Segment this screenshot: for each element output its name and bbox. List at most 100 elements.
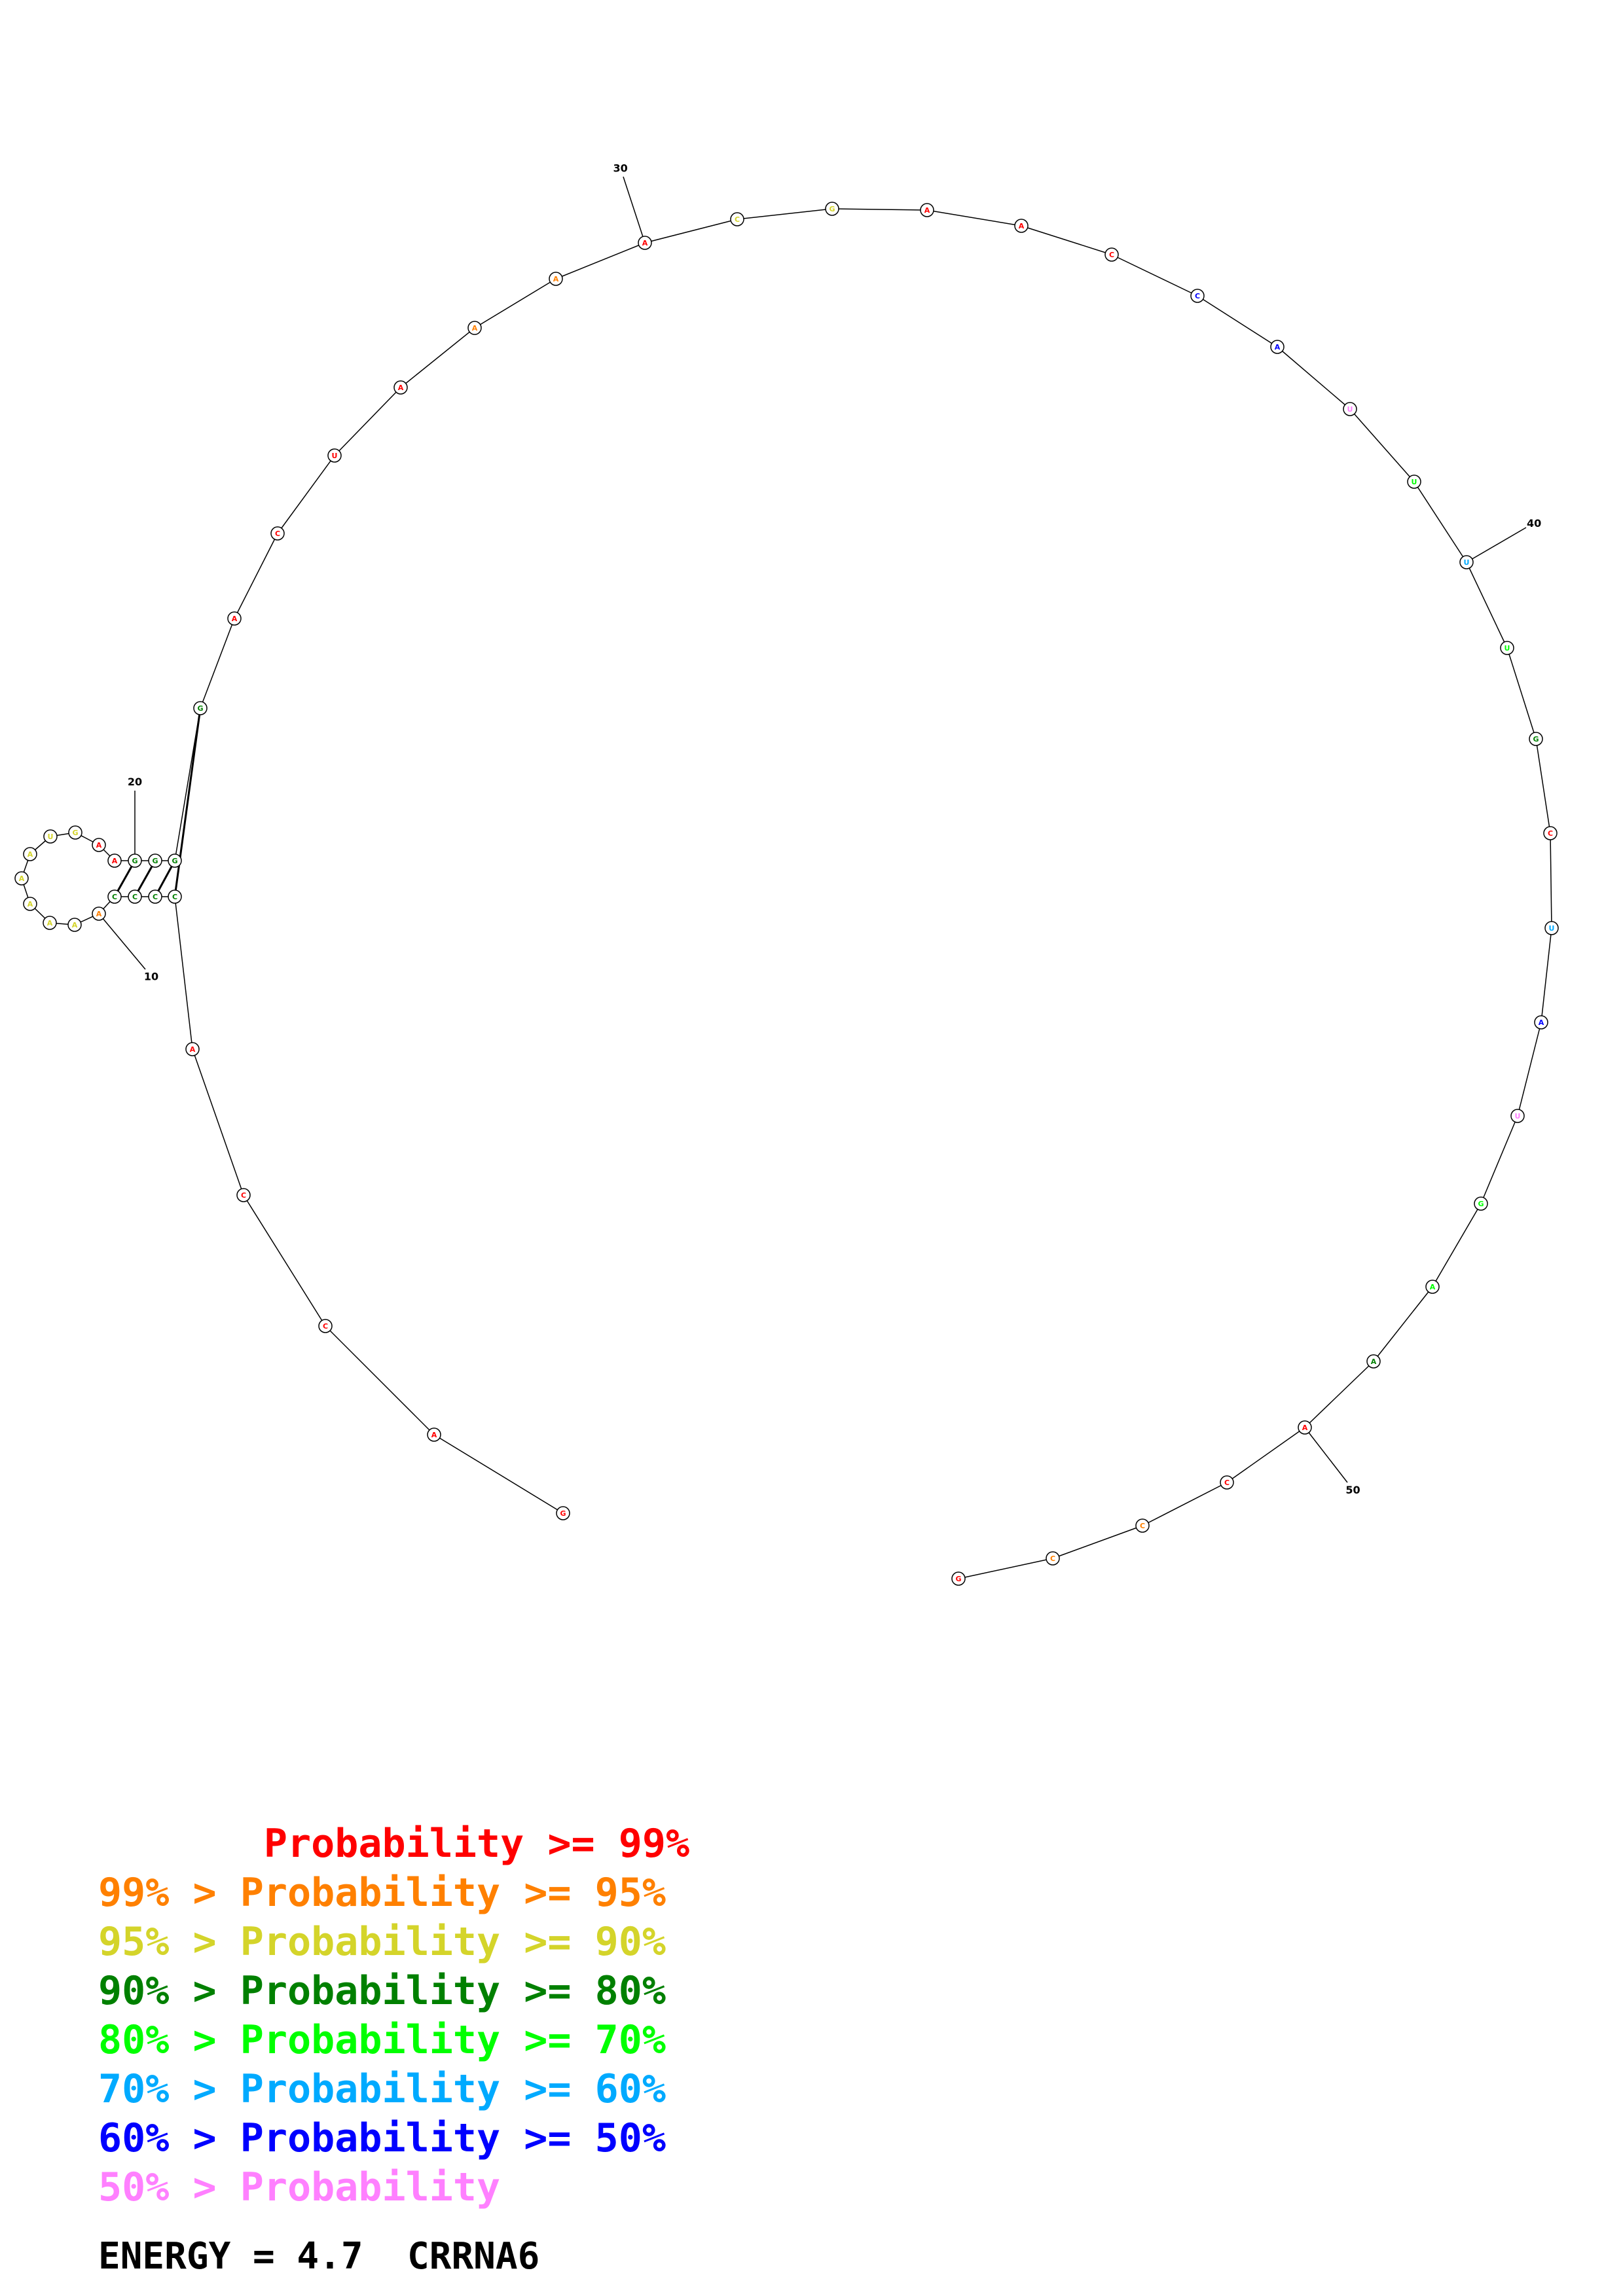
nucleotide-circle — [1500, 641, 1514, 655]
nucleotide-letter: A — [27, 900, 33, 908]
nucleotide-circle — [92, 906, 106, 921]
nucleotide-circle — [730, 212, 744, 226]
position-tick — [1466, 527, 1527, 563]
nucleotide-circle — [168, 889, 182, 904]
nucleotide: A — [92, 906, 106, 921]
position-tick — [98, 913, 146, 970]
backbone-segment — [1517, 1022, 1542, 1117]
nucleotide-circle — [148, 889, 162, 904]
nucleotide-circle — [43, 916, 57, 930]
nucleotide-circle — [23, 847, 37, 861]
nucleotide-letter: U — [1515, 1112, 1521, 1121]
position-label: 50 — [1345, 1484, 1360, 1496]
legend-label: Probability >= 99% — [263, 1821, 690, 1867]
nucleotide: A — [1425, 1280, 1440, 1294]
nucleotide-circle — [43, 829, 58, 844]
nucleotide: A — [67, 918, 82, 932]
nucleotide-letter: U — [332, 452, 338, 460]
nucleotide: G — [168, 853, 182, 868]
backbone-segment — [192, 1049, 244, 1196]
legend-label: Probability >= 90% — [240, 1919, 666, 1965]
nucleotide-circle — [128, 889, 142, 904]
legend-row: 60% > Probability >= 50% — [98, 2114, 689, 2163]
nucleotide-letter: C — [1109, 251, 1114, 259]
nucleotide: A — [227, 611, 242, 626]
nucleotide-letter: A — [1019, 222, 1025, 230]
nucleotide-letter: G — [1478, 1200, 1484, 1208]
backbone-segment — [1226, 1427, 1305, 1483]
nucleotide: U — [1343, 402, 1357, 416]
nucleotide-circle — [427, 1427, 441, 1442]
nucleotide: C — [730, 212, 744, 226]
nucleotide-circle — [1366, 1354, 1381, 1369]
backbone-segment — [1541, 927, 1552, 1023]
nucleotide-circle — [327, 448, 342, 463]
nucleotide: A — [1014, 219, 1029, 233]
backbone-segment — [1466, 562, 1508, 649]
legend-label: Probability >= 95% — [240, 1870, 666, 1916]
backbone-segment — [334, 387, 401, 456]
backbone-segment — [474, 278, 556, 329]
nucleotide-letter: C — [172, 893, 177, 901]
nucleotide-letter: G — [172, 857, 177, 865]
nucleotide-circle — [1544, 921, 1559, 935]
legend-row: 95% > Probability >= 90% — [98, 1918, 689, 1967]
legend-label: Probability >= 50% — [240, 2115, 666, 2161]
nucleotide-circle — [128, 853, 142, 868]
nucleotide: A — [427, 1427, 441, 1442]
nucleotide: U — [1544, 921, 1559, 935]
nucleotide: C — [1543, 826, 1558, 840]
nucleotide-circle — [1529, 732, 1543, 746]
nucleotide-circle — [270, 526, 285, 541]
nucleotide-letter: A — [398, 384, 404, 392]
position-label: 20 — [128, 776, 142, 788]
legend-row: 80% > Probability >= 70% — [98, 2016, 689, 2065]
nucleotide: G — [1529, 732, 1543, 746]
legend-prefix: 70% > — [98, 2066, 240, 2112]
nucleotide: G — [128, 853, 142, 868]
backbone-segment — [1506, 647, 1537, 740]
backbone-segment — [1349, 408, 1415, 482]
nucleotide-circle — [14, 871, 29, 886]
nucleotide-letter: G — [829, 205, 835, 213]
position-tick — [1304, 1427, 1348, 1483]
backbone-segment — [200, 618, 235, 709]
nucleotide: C — [128, 889, 142, 904]
nucleotide-circle — [1510, 1109, 1525, 1123]
position-tick — [623, 176, 646, 243]
nucleotide-letter: A — [1371, 1357, 1377, 1366]
nucleotide: G — [1474, 1196, 1488, 1211]
nucleotide: A — [1298, 1420, 1312, 1435]
backbone-segment — [926, 209, 1022, 226]
nucleotide: C — [1135, 1518, 1150, 1533]
nucleotide-letter: A — [1430, 1283, 1436, 1291]
nucleotide-circle — [68, 825, 82, 840]
legend-label: Probability — [240, 2164, 501, 2210]
nucleotide: A — [23, 897, 37, 911]
nucleotide-letter: A — [924, 206, 930, 215]
nucleotide: G — [951, 1571, 966, 1586]
backbone-segment — [277, 455, 335, 534]
legend-prefix — [98, 1821, 264, 1867]
backbone-segment — [1413, 481, 1467, 563]
position-label: 40 — [1527, 517, 1541, 529]
nucleotide-circle — [1104, 247, 1119, 262]
nucleotide: A — [107, 853, 122, 868]
nucleotide-letter: U — [1549, 924, 1555, 933]
nucleotide: G — [68, 825, 82, 840]
nucleotide-circle — [1407, 475, 1421, 489]
nucleotide-letter: C — [735, 215, 740, 224]
nucleotide-circle — [92, 838, 106, 852]
nucleotide-letter: C — [1050, 1554, 1055, 1563]
nucleotide: C — [236, 1188, 251, 1202]
nucleotide-letter: U — [1347, 405, 1353, 414]
nucleotide: C — [148, 889, 162, 904]
nucleotide-letter: U — [1504, 644, 1510, 653]
nucleotide-letter: A — [112, 857, 118, 865]
nucleotide-letter: A — [1539, 1018, 1544, 1027]
backbone-segment — [243, 1194, 326, 1327]
nucleotide-letter: C — [1548, 829, 1553, 838]
nucleotide: C — [168, 889, 182, 904]
nucleotide-circle — [1270, 340, 1285, 354]
base-pair-bonds — [113, 708, 202, 897]
